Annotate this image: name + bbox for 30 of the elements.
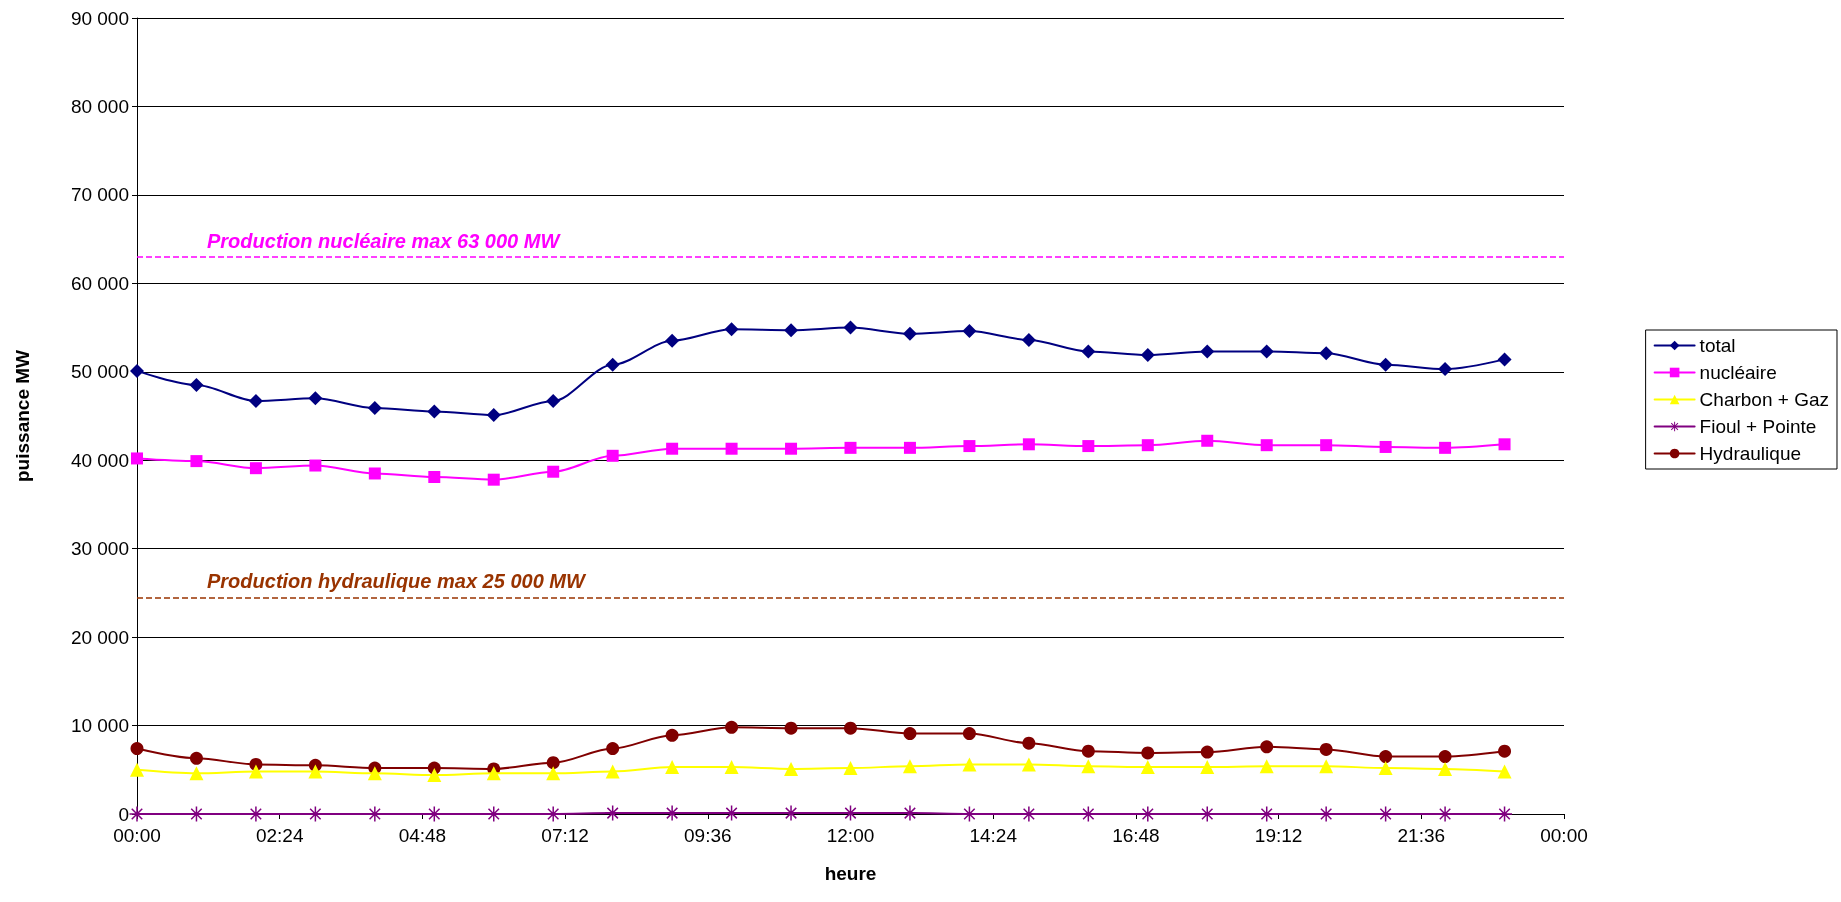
x-axis-title: heure xyxy=(824,863,877,884)
y-tick-label: 10 000 xyxy=(70,715,129,737)
legend-label: total xyxy=(1699,335,1736,356)
ref-line-label: Production hydraulique max 25 000 MW xyxy=(207,570,587,593)
x-tick-label: 14:24 xyxy=(969,825,1018,846)
x-tick-label: 00:00 xyxy=(1540,825,1588,846)
y-axis-title: puissance MW xyxy=(12,349,33,482)
y-tick-label: 20 000 xyxy=(70,626,129,648)
x-tick-label: 16:48 xyxy=(1112,825,1160,846)
legend-label: nucléaire xyxy=(1699,362,1777,383)
x-tick-label: 09:36 xyxy=(684,825,732,846)
y-tick-label: 80 000 xyxy=(70,95,129,117)
x-tick-label: 07:12 xyxy=(541,825,589,846)
y-tick-label: 30 000 xyxy=(70,538,129,560)
y-tick-label: 50 000 xyxy=(70,361,129,383)
x-tick-label: 00:00 xyxy=(113,825,161,846)
x-tick-label: 21:36 xyxy=(1397,825,1446,846)
y-tick-label: 70 000 xyxy=(70,184,129,206)
ref-line-label: Production nucléaire max 63 000 MW xyxy=(207,229,562,252)
y-tick-label: 0 xyxy=(118,803,129,825)
y-tick-label: 60 000 xyxy=(70,272,129,294)
legend-label: Hydraulique xyxy=(1699,443,1802,464)
legend-label: Charbon + Gaz xyxy=(1699,389,1830,410)
x-tick-label: 12:00 xyxy=(826,825,875,846)
x-tick-label: 19:12 xyxy=(1254,825,1303,846)
x-tick-label: 02:24 xyxy=(255,825,304,846)
y-tick-label: 90 000 xyxy=(70,7,129,29)
x-tick-label: 04:48 xyxy=(398,825,447,846)
legend-label: Fioul + Pointe xyxy=(1699,416,1817,437)
y-tick-label: 40 000 xyxy=(70,449,129,471)
